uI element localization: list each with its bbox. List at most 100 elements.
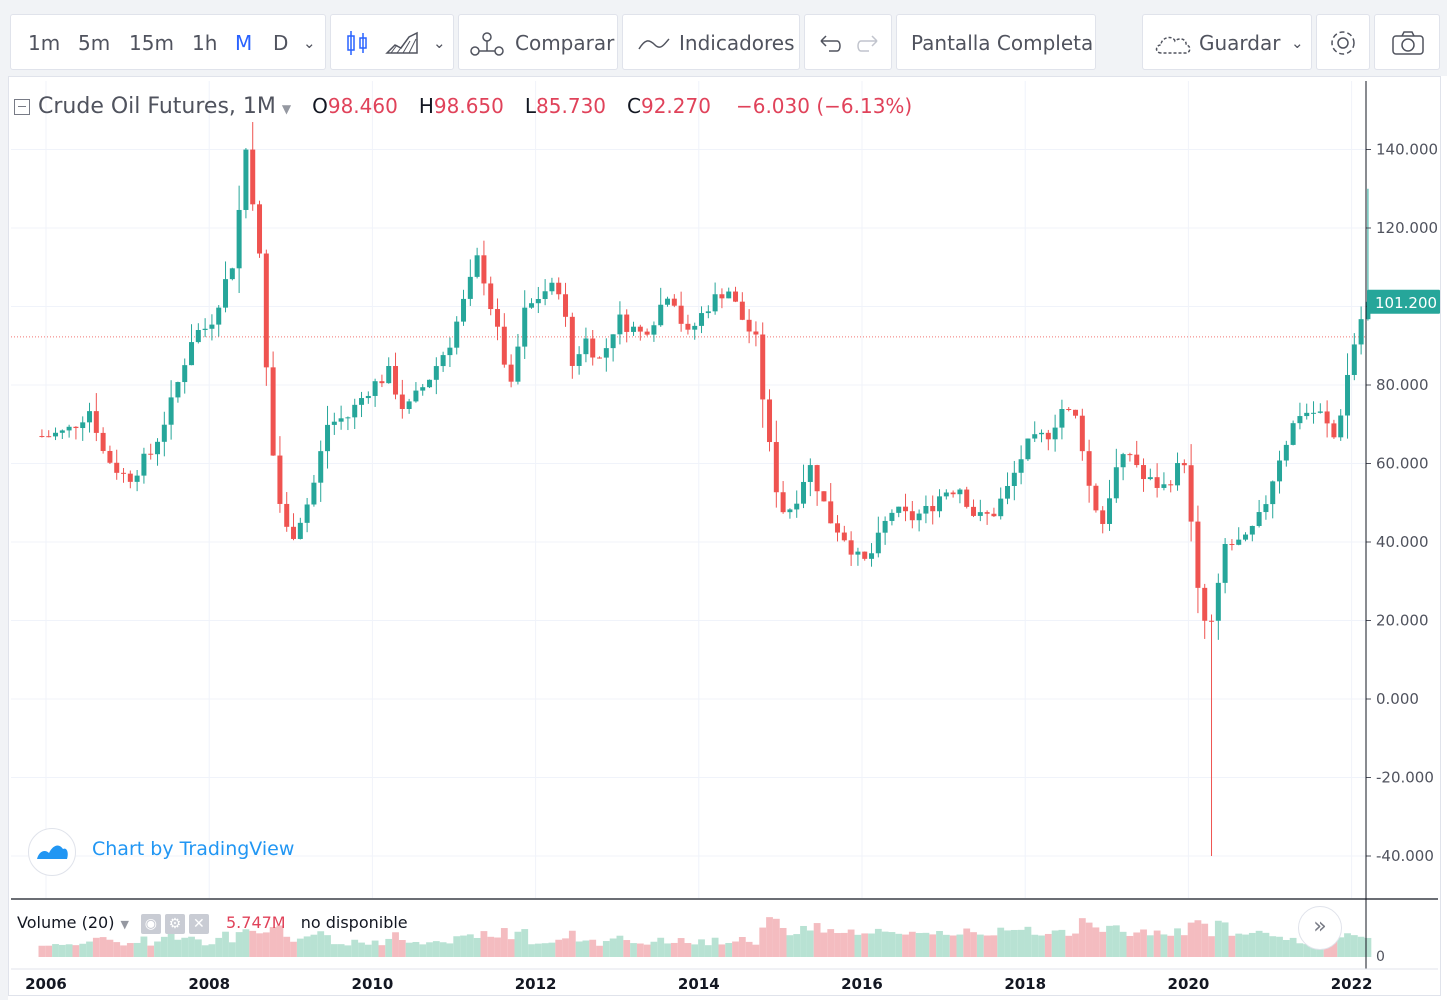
volume-bar [514,931,522,957]
x-tick-label: 2022 [1331,975,1373,993]
volume-bar [616,935,624,957]
chevron-down-icon[interactable]: ⌄ [433,34,446,52]
candle-body [685,323,691,330]
chevron-down-icon[interactable]: ▼ [120,918,129,931]
volume-bar [711,937,719,957]
candle-body [352,404,358,418]
volume-bar [228,942,236,957]
candle-body [359,398,365,405]
volume-bar [500,928,508,957]
redo-icon[interactable] [855,27,883,59]
candle-body [590,338,596,358]
scroll-to-realtime-button[interactable]: » [1298,906,1342,950]
save-button[interactable]: Guardar [1199,31,1281,55]
candle-body [182,365,188,383]
symbol-legend: Crude Oil Futures, 1M ▼ O98.460 H98.650 L… [14,90,912,122]
volume-bar [256,933,263,957]
candle-body [59,430,65,433]
settings-icon[interactable] [1327,27,1359,59]
candle-body [161,424,167,442]
candle-body [950,492,956,495]
interval-1h[interactable]: 1h [192,31,218,55]
volume-bar [378,945,386,957]
chart-area[interactable]: 140.000120.000100.00080.00060.00040.0002… [8,76,1441,996]
volume-bar [337,944,345,957]
candle-body [889,512,895,521]
volume-bar [636,943,644,957]
volume-bar [1262,932,1270,957]
interval-15m[interactable]: 15m [129,31,174,55]
candle-body [576,354,582,366]
candle-body [393,366,399,395]
tradingview-link[interactable]: Chart by TradingView [92,838,295,860]
compare-panel: Comparar [458,14,618,70]
candle-body [250,149,256,205]
candle-body [1297,416,1303,424]
interval-1m[interactable]: 1m [28,31,61,55]
candle-body [46,436,52,438]
chevron-down-icon[interactable]: ⌄ [1291,34,1304,52]
volume-bar [806,930,814,957]
volume-bar [480,931,488,957]
camera-icon[interactable] [1390,27,1426,59]
candle-body [1093,485,1099,511]
price-chart[interactable]: 140.000120.000100.00080.00060.00040.0002… [9,77,1440,995]
candle-body [223,279,229,308]
tradingview-logo-icon[interactable] [28,828,76,876]
volume-bar [936,931,943,957]
interval-day[interactable]: D [273,31,289,55]
volume-bar [1085,922,1093,957]
volume-bar [208,944,216,957]
collapse-icon[interactable] [14,99,30,115]
volume-bar [99,937,107,957]
volume-bar [1235,933,1243,957]
volume-bar [303,936,311,957]
symbol-title[interactable]: Crude Oil Futures, 1M [38,94,276,119]
candle-body [127,473,133,482]
x-tick-label: 2020 [1168,975,1210,993]
candle-body [665,298,671,305]
candle-body [1277,460,1283,482]
candle-body [1283,444,1289,461]
candle-body [114,462,120,473]
candle-body [624,314,630,332]
candle-body [1025,438,1031,460]
volume-bar [419,944,427,957]
volume-label[interactable]: Volume (20) [17,913,115,932]
candle-body [943,492,949,497]
open-label: O [312,94,328,118]
candle-body [753,331,759,335]
volume-bar [317,931,325,957]
indicators-button[interactable]: Indicadores [679,31,795,55]
volume-bar [1024,926,1032,957]
low-label: L [524,94,537,118]
candle-body [1358,319,1364,345]
volume-bar [194,939,202,957]
undo-icon[interactable] [815,27,843,59]
candle-body [1317,411,1323,413]
candle-body [141,453,147,476]
interval-5m[interactable]: 5m [78,31,111,55]
gear-icon[interactable]: ⚙ [164,913,185,934]
candle-body [1032,434,1038,439]
interval-month[interactable]: M [235,31,253,55]
fullscreen-button[interactable]: Pantalla Completa [911,31,1094,55]
x-tick-label: 2012 [515,975,557,993]
chevron-down-icon[interactable]: ▼ [281,102,292,116]
candles-icon[interactable] [343,27,371,59]
close-icon[interactable]: ✕ [188,913,209,934]
low-value: 85.730 [536,94,607,118]
candle-body [1181,463,1187,466]
volume-bar [908,931,916,957]
chevron-down-icon[interactable]: ⌄ [303,34,316,52]
eye-icon[interactable]: ◉ [140,913,161,934]
compare-icon [470,32,504,56]
area-chart-icon[interactable] [385,27,419,59]
compare-button[interactable]: Comparar [515,31,615,55]
volume-bar [364,944,372,957]
volume-bar [1350,935,1358,957]
candle-body [474,255,480,277]
volume-bar [385,938,393,957]
candle-body [705,311,711,314]
candle-body [1086,451,1092,486]
